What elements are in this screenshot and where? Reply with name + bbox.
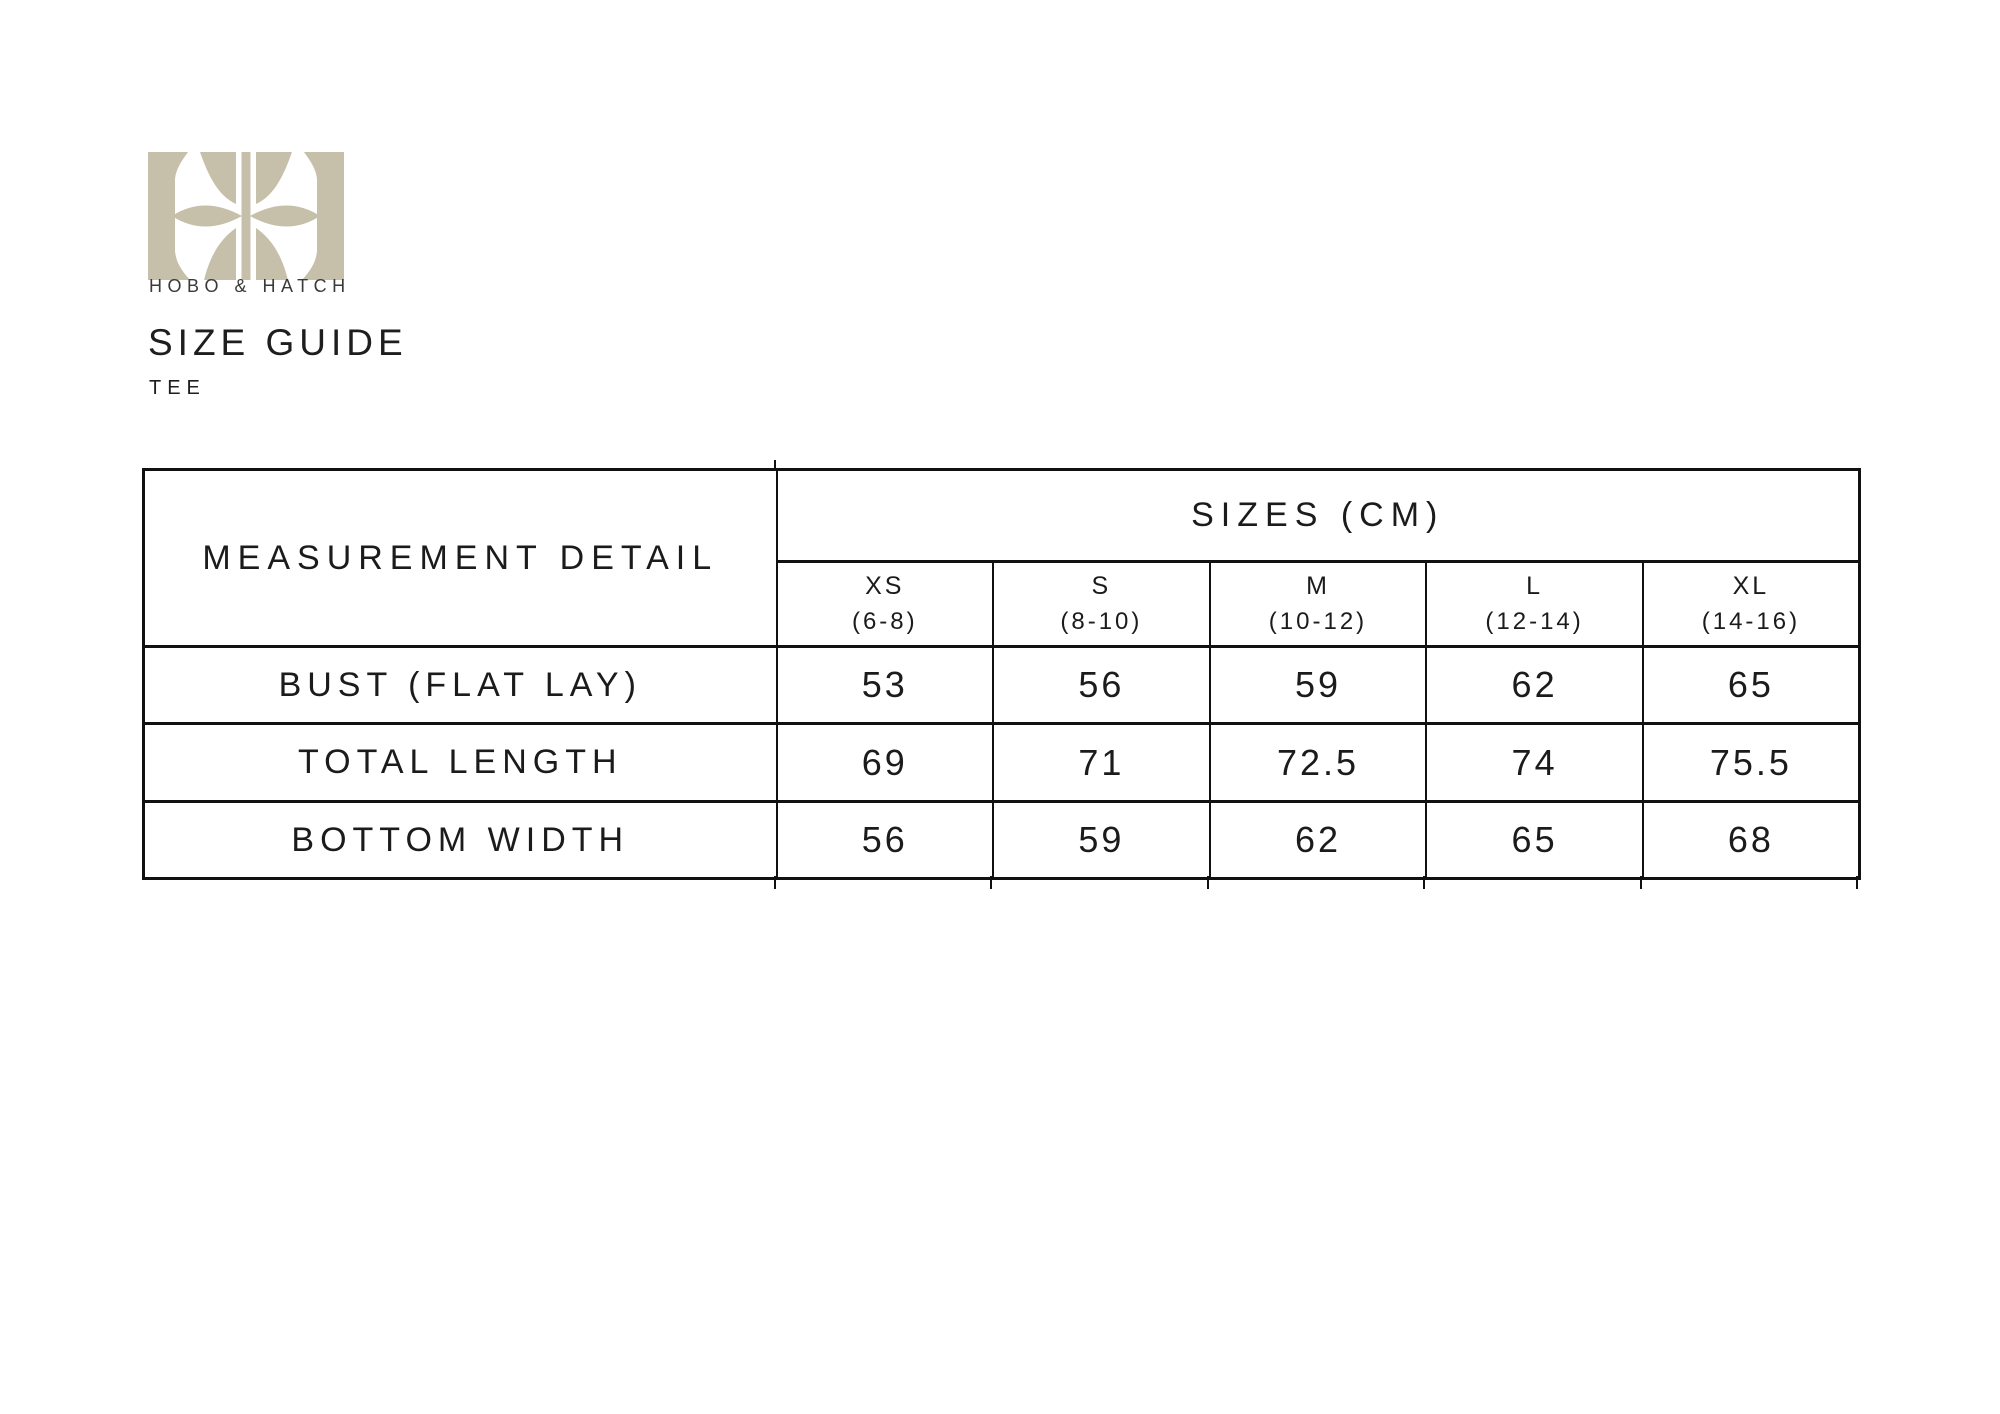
- size-label: XL: [1732, 572, 1770, 600]
- border-stub: [1856, 876, 1858, 889]
- row-label-total-length: TOTAL LENGTH: [142, 722, 778, 803]
- column-header-m: M (10-12): [1208, 560, 1428, 648]
- size-label: L: [1526, 572, 1544, 600]
- cell-value: 75.5: [1641, 722, 1861, 803]
- border-stub: [1423, 876, 1425, 889]
- row-label-bottom-width: BOTTOM WIDTH: [142, 800, 778, 880]
- brand-name: HOBO & HATCH: [149, 276, 351, 296]
- size-range: (8-10): [1060, 608, 1143, 635]
- size-label: M: [1306, 572, 1330, 600]
- cell-value: 65: [1641, 645, 1861, 725]
- column-header-s: S (8-10): [992, 560, 1211, 648]
- cell-value: 62: [1425, 645, 1644, 725]
- table-row: BOTTOM WIDTH 56 59 62 65 68: [142, 800, 1861, 880]
- cell-value: 69: [775, 722, 995, 803]
- size-range: (6-8): [851, 608, 918, 635]
- border-stub: [774, 876, 776, 889]
- size-guide-table: MEASUREMENT DETAIL SIZES (CM) XS (6-8) S…: [142, 468, 1861, 880]
- size-range: (14-16): [1701, 608, 1801, 635]
- size-label: S: [1091, 572, 1112, 600]
- border-stub: [1640, 876, 1642, 889]
- cell-value: 71: [992, 722, 1211, 803]
- hobo-hatch-logo-icon: [148, 152, 344, 280]
- table-row: TOTAL LENGTH 69 71 72.5 74 75.5: [142, 722, 1861, 803]
- cell-value: 56: [775, 800, 995, 880]
- cell-value: 59: [1208, 645, 1428, 725]
- size-range: (10-12): [1268, 608, 1368, 635]
- sizes-cm-header: SIZES (CM): [775, 468, 1861, 563]
- cell-value: 74: [1425, 722, 1644, 803]
- border-stub: [774, 460, 776, 469]
- cell-value: 56: [992, 645, 1211, 725]
- column-header-xs: XS (6-8): [775, 560, 995, 648]
- column-header-xl: XL (14-16): [1641, 560, 1861, 648]
- page-subtitle: TEE: [149, 377, 206, 399]
- cell-value: 68: [1641, 800, 1861, 880]
- cell-value: 59: [992, 800, 1211, 880]
- border-stub: [1207, 876, 1209, 889]
- cell-value: 62: [1208, 800, 1428, 880]
- page-title: SIZE GUIDE: [148, 322, 408, 363]
- size-range: (12-14): [1485, 608, 1584, 635]
- border-stub: [990, 876, 992, 889]
- brand-logo: [148, 152, 344, 285]
- row-label-bust: BUST (FLAT LAY): [142, 645, 778, 725]
- size-table-container: MEASUREMENT DETAIL SIZES (CM) XS (6-8) S…: [142, 468, 1861, 880]
- cell-value: 65: [1425, 800, 1644, 880]
- table-row: BUST (FLAT LAY) 53 56 59 62 65: [142, 645, 1861, 725]
- size-label: XS: [865, 572, 905, 600]
- measurement-detail-header: MEASUREMENT DETAIL: [142, 468, 778, 648]
- column-header-l: L (12-14): [1425, 560, 1644, 648]
- cell-value: 72.5: [1208, 722, 1428, 803]
- cell-value: 53: [775, 645, 995, 725]
